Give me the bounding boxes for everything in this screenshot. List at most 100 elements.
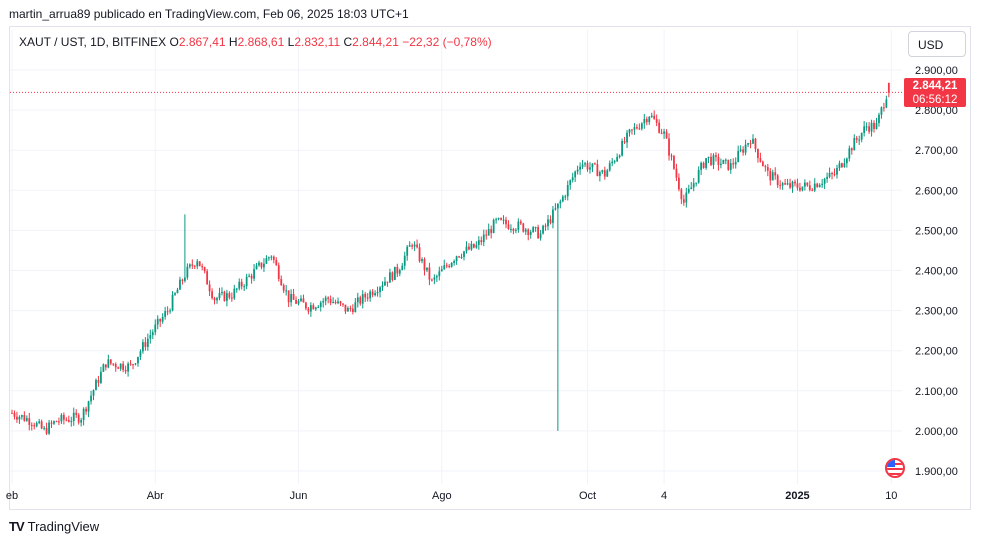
time-tick-label: 10 (885, 490, 897, 502)
candle-body (448, 266, 451, 268)
candle (485, 229, 488, 240)
candle (776, 174, 779, 189)
candle (465, 241, 468, 254)
candle-body (848, 148, 851, 159)
candle-body (598, 172, 601, 177)
candle (171, 291, 174, 312)
candle-body (221, 291, 223, 294)
candle (154, 319, 157, 336)
candle (371, 289, 374, 298)
candle (584, 161, 586, 168)
candle (287, 290, 290, 308)
candle-body (803, 182, 806, 187)
candle (413, 241, 416, 251)
candle-body (428, 267, 431, 280)
candle-body (608, 163, 611, 171)
candle-body (65, 419, 68, 421)
candle-body (282, 285, 285, 291)
candle (749, 139, 752, 149)
candle-body (364, 294, 367, 298)
candle-body (594, 163, 596, 165)
candle (460, 253, 463, 259)
candle (695, 182, 698, 187)
candle-body (460, 257, 463, 259)
candle (648, 116, 651, 125)
candle-body (653, 115, 656, 120)
candle-body (845, 158, 848, 164)
candle-body (816, 183, 819, 188)
candle (675, 163, 678, 182)
candle (319, 300, 322, 312)
candle (640, 122, 643, 131)
candle (146, 333, 149, 351)
candle (50, 420, 53, 428)
candle (359, 295, 362, 306)
candle-body (20, 415, 23, 417)
time-tick-label: Abr (147, 490, 164, 502)
candle-body (542, 225, 544, 234)
candle (137, 356, 139, 367)
candle-body (678, 177, 680, 190)
time-tick-label: eb (6, 490, 18, 502)
candle-body (62, 414, 65, 420)
candle (339, 300, 342, 307)
candle-body (361, 294, 364, 304)
candle-body (514, 229, 517, 231)
candle (142, 339, 144, 354)
candle-body (161, 316, 164, 322)
candle-body (650, 115, 653, 117)
candle-body (623, 141, 626, 143)
candle-body (734, 161, 737, 165)
candle (574, 170, 577, 182)
candle-body (263, 263, 265, 268)
candle-body (440, 269, 443, 272)
candle (682, 194, 685, 206)
candle (534, 226, 537, 232)
candle (216, 296, 218, 304)
candle-body (443, 265, 446, 270)
currency-button[interactable]: USD (908, 31, 966, 57)
candle-body (831, 172, 833, 174)
candle-body (544, 225, 547, 227)
candle (606, 168, 609, 177)
candle-body (272, 256, 275, 260)
candle-body (794, 181, 796, 184)
candle-body (233, 288, 236, 299)
candle-body (566, 184, 569, 197)
candle-body (188, 264, 191, 267)
candle (707, 156, 710, 164)
us-flag-icon[interactable] (885, 458, 905, 478)
candle (228, 291, 231, 300)
candle-body (100, 371, 102, 383)
candle (823, 177, 826, 190)
close-label: C (343, 35, 353, 49)
candle (759, 152, 762, 163)
candle-body (82, 408, 85, 421)
candle (295, 296, 297, 305)
candle-body (393, 266, 396, 280)
candle (33, 422, 36, 430)
candle (366, 293, 369, 302)
candle (379, 286, 381, 298)
candle (38, 418, 41, 425)
candle-body (342, 303, 344, 305)
candle (722, 159, 725, 165)
candle (843, 158, 846, 168)
candle (838, 160, 841, 171)
candle-body (519, 221, 522, 224)
candle-body (865, 126, 868, 128)
candle (411, 243, 414, 250)
candle-body (554, 208, 557, 210)
candle (243, 284, 246, 292)
candle-body (191, 264, 194, 266)
price-tick-label: 2.800,00 (915, 105, 958, 117)
candle (159, 318, 162, 328)
candle-body (633, 127, 636, 130)
candle-body (581, 164, 584, 167)
candle-body (660, 132, 663, 134)
candle-body (80, 420, 83, 423)
candle-body (507, 224, 510, 229)
candle (20, 414, 23, 420)
candle-body (702, 162, 705, 168)
